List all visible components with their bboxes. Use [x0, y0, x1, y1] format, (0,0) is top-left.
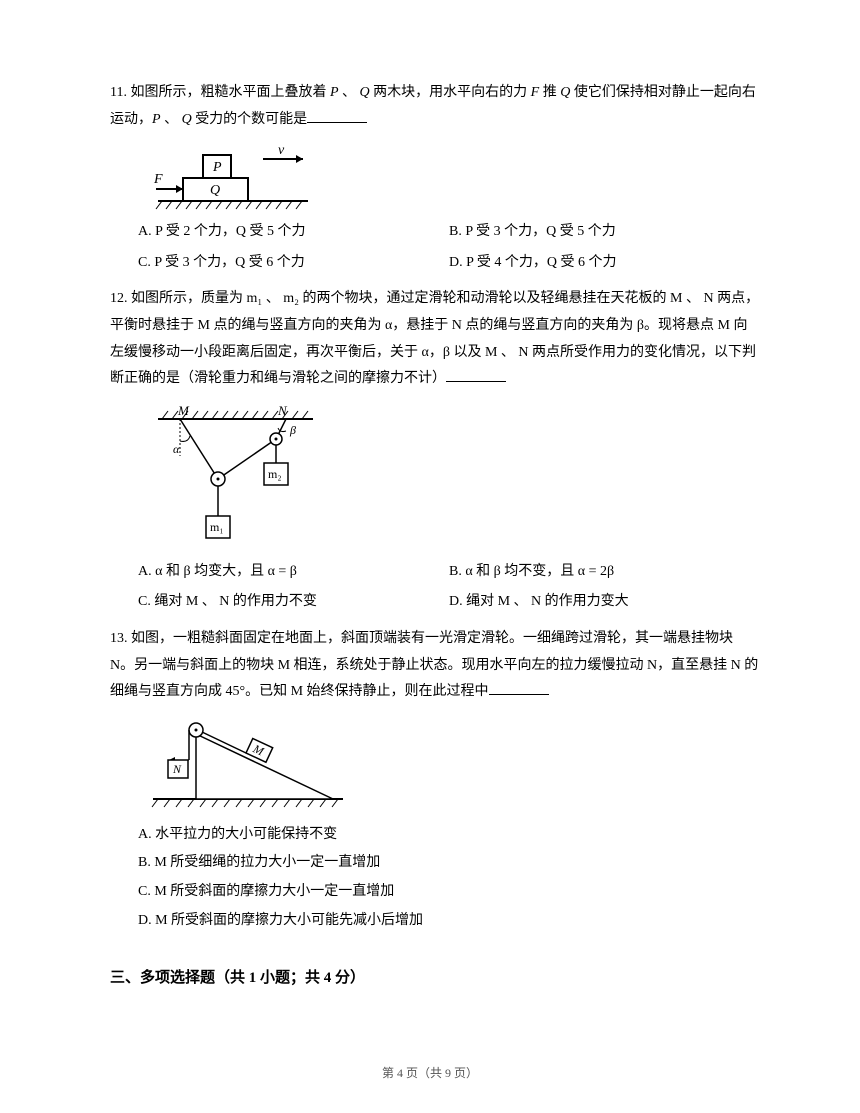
- q13-opt-a: A. 水平拉力的大小可能保持不变: [138, 822, 760, 849]
- q13-number: 13.: [110, 631, 128, 646]
- page-footer: 第 4 页（共 9 页）: [0, 1062, 860, 1085]
- sym-Q: Q: [360, 85, 370, 100]
- svg-text:m₂: m₂: [268, 467, 282, 481]
- svg-text:α: α: [173, 442, 180, 456]
- svg-text:P: P: [212, 160, 222, 175]
- blank: [446, 368, 506, 382]
- q11-options-row1: A. P 受 2 个力，Q 受 5 个力 B. P 受 3 个力，Q 受 5 个…: [138, 219, 760, 246]
- q12-opt-c: C. 绳对 M 、 N 的作用力不变: [138, 589, 449, 616]
- t: 、: [339, 85, 360, 100]
- q12-text: 如图所示，质量为 m₁ 、 m₂ 的两个物块，通过定滑轮和动滑轮以及轻绳悬挂在天…: [110, 291, 759, 386]
- q11-opt-c: C. P 受 3 个力，Q 受 6 个力: [138, 250, 449, 277]
- t: 两木块，用水平向右的力: [370, 85, 531, 100]
- t: 如图所示，粗糙水平面上叠放着: [130, 85, 330, 100]
- q13-options: A. 水平拉力的大小可能保持不变 B. M 所受细绳的拉力大小一定一直增加 C.…: [138, 822, 760, 934]
- q12-number: 12.: [110, 291, 128, 306]
- q11-options-row2: C. P 受 3 个力，Q 受 6 个力 D. P 受 4 个力，Q 受 6 个…: [138, 250, 760, 277]
- blank: [307, 109, 367, 123]
- question-13: 13. 如图，一粗糙斜面固定在地面上，斜面顶端装有一光滑定滑轮。一细绳跨过滑轮，…: [110, 626, 760, 934]
- svg-text:M: M: [177, 403, 190, 418]
- q13-figure: N M: [148, 714, 760, 814]
- svg-text:N: N: [172, 762, 182, 776]
- q12-opt-d: D. 绳对 M 、 N 的作用力变大: [449, 589, 760, 616]
- sym-F: F: [531, 85, 540, 100]
- q13-opt-c: C. M 所受斜面的摩擦力大小一定一直增加: [138, 879, 760, 906]
- q12-options-row2: C. 绳对 M 、 N 的作用力不变 D. 绳对 M 、 N 的作用力变大: [138, 589, 760, 616]
- q12-opt-a: A. α 和 β 均变大，且 α = β: [138, 559, 449, 586]
- t: 、: [161, 112, 182, 127]
- sym-P: P: [330, 85, 339, 100]
- svg-text:F: F: [153, 172, 163, 187]
- q11-opt-b: B. P 受 3 个力，Q 受 5 个力: [449, 219, 760, 246]
- section-3-title: 三、多项选择题（共 1 小题；共 4 分）: [110, 964, 760, 993]
- svg-text:v: v: [278, 143, 285, 158]
- blank: [489, 681, 549, 695]
- svg-text:N: N: [277, 403, 288, 418]
- q12-figure: M N α β m₁ m₂: [148, 401, 760, 551]
- q11-opt-a: A. P 受 2 个力，Q 受 5 个力: [138, 219, 449, 246]
- q11-number: 11.: [110, 85, 127, 100]
- svg-text:m₁: m₁: [210, 520, 224, 534]
- q13-text: 如图，一粗糙斜面固定在地面上，斜面顶端装有一光滑定滑轮。一细绳跨过滑轮，其一端悬…: [110, 631, 758, 699]
- q11-text: 如图所示，粗糙水平面上叠放着 P 、 Q 两木块，用水平向右的力 F 推 Q 使…: [110, 85, 756, 127]
- t: 受力的个数可能是: [192, 112, 308, 127]
- question-12: 12. 如图所示，质量为 m₁ 、 m₂ 的两个物块，通过定滑轮和动滑轮以及轻绳…: [110, 286, 760, 616]
- q11-figure: P Q F v: [148, 141, 760, 211]
- sym-Q: Q: [560, 85, 570, 100]
- svg-text:Q: Q: [210, 183, 220, 198]
- q12-options-row1: A. α 和 β 均变大，且 α = β B. α 和 β 均不变，且 α = …: [138, 559, 760, 586]
- sym-Q: Q: [182, 112, 192, 127]
- q13-opt-d: D. M 所受斜面的摩擦力大小可能先减小后增加: [138, 908, 760, 935]
- sym-P: P: [152, 112, 161, 127]
- svg-text:β: β: [289, 423, 296, 437]
- q13-opt-b: B. M 所受细绳的拉力大小一定一直增加: [138, 850, 760, 877]
- question-11: 11. 如图所示，粗糙水平面上叠放着 P 、 Q 两木块，用水平向右的力 F 推…: [110, 80, 760, 276]
- t: 推: [539, 85, 560, 100]
- q12-opt-b: B. α 和 β 均不变，且 α = 2β: [449, 559, 760, 586]
- q11-opt-d: D. P 受 4 个力，Q 受 6 个力: [449, 250, 760, 277]
